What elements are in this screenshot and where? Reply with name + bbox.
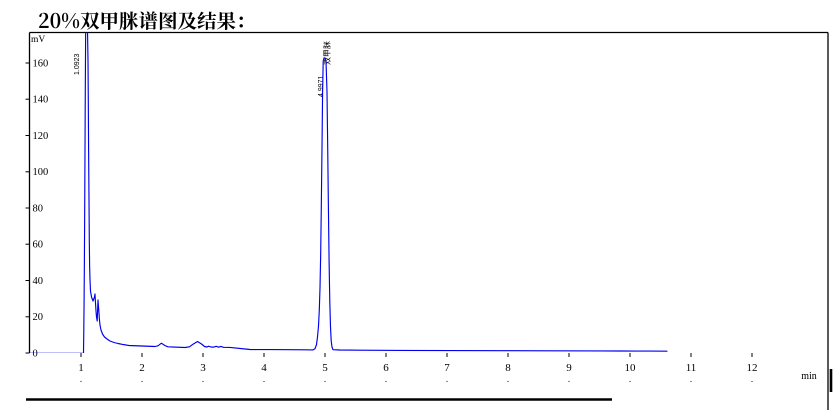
svg-text:6: 6	[383, 362, 389, 374]
svg-text:1.0923: 1.0923	[74, 53, 81, 75]
svg-text:.: .	[751, 374, 753, 384]
svg-text:160: 160	[33, 58, 49, 69]
svg-text:.: .	[263, 374, 265, 384]
svg-text:4.9971: 4.9971	[318, 75, 325, 97]
svg-text:.: .	[80, 374, 82, 384]
svg-text:100: 100	[33, 167, 49, 178]
svg-text:2: 2	[139, 362, 145, 374]
svg-text:.: .	[141, 374, 143, 384]
svg-text:60: 60	[33, 240, 44, 251]
svg-text:9: 9	[566, 362, 572, 374]
svg-text:.: .	[385, 374, 387, 384]
svg-text:40: 40	[33, 276, 44, 287]
svg-text:0: 0	[33, 348, 38, 359]
svg-text:20: 20	[33, 312, 44, 323]
svg-text:min: min	[801, 371, 817, 382]
svg-text:.: .	[324, 374, 326, 384]
svg-text:.: .	[507, 374, 509, 384]
svg-text:120: 120	[33, 131, 49, 142]
svg-text:.: .	[446, 374, 448, 384]
svg-text:8: 8	[505, 362, 511, 374]
svg-text:4: 4	[261, 362, 267, 374]
svg-text:1: 1	[78, 362, 84, 374]
svg-text:3: 3	[200, 362, 206, 374]
svg-text:11: 11	[686, 362, 697, 374]
svg-text:12: 12	[747, 362, 758, 374]
svg-text:.: .	[629, 374, 631, 384]
svg-text:7: 7	[444, 362, 450, 374]
svg-text:10: 10	[625, 362, 637, 374]
svg-text:.: .	[690, 374, 692, 384]
svg-text:mV: mV	[31, 35, 45, 45]
svg-text:.: .	[202, 374, 204, 384]
svg-text:.: .	[568, 374, 570, 384]
svg-text:140: 140	[33, 95, 49, 106]
svg-text:5: 5	[322, 362, 328, 374]
svg-text:80: 80	[33, 203, 44, 214]
